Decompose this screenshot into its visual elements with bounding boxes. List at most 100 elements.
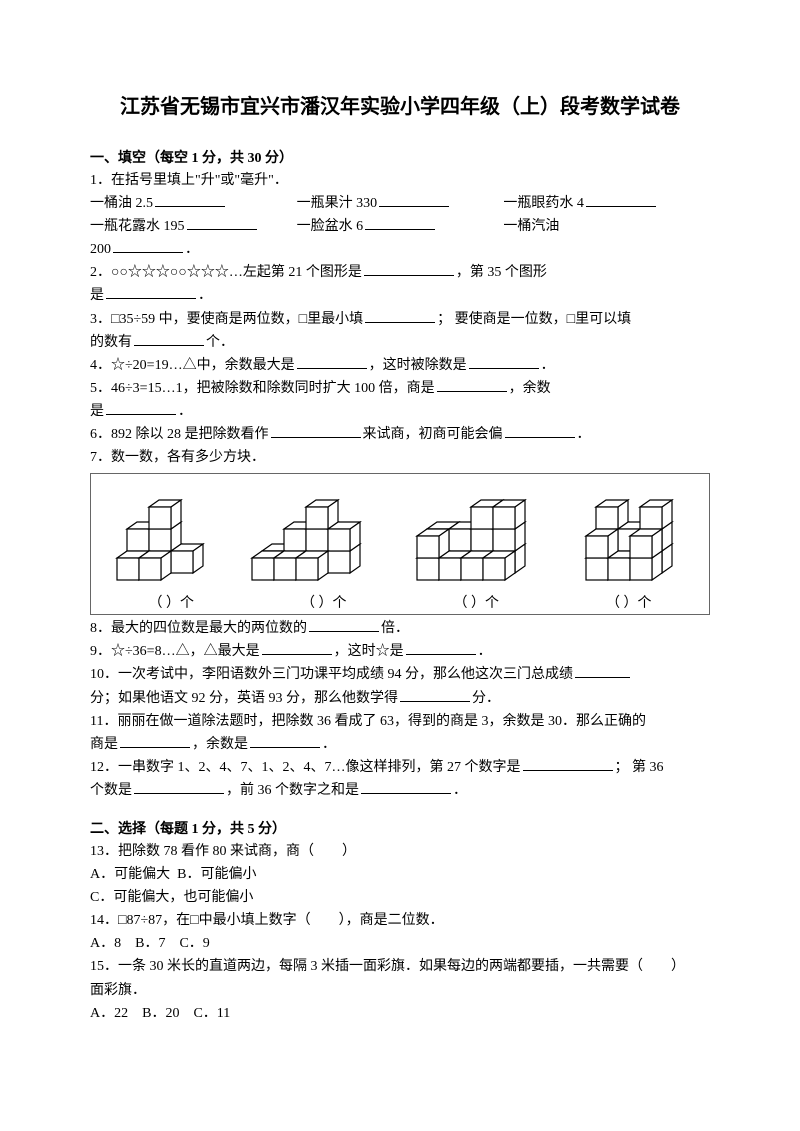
q4c: ． — [541, 358, 555, 373]
cap3: （ ）个 — [606, 592, 652, 612]
q10-line2: 分；如果他语文 92 分，英语 93 分，那么他数学得 分． — [90, 687, 710, 710]
q12a: 12．一串数字 1、2、4、7、1、2、4、7…像这样排列，第 27 个数字是 — [90, 760, 521, 775]
blank — [262, 641, 332, 655]
cube-figure-1 — [103, 480, 223, 590]
blank — [187, 216, 257, 230]
q12d: ，前 36 个数字之和是 — [226, 783, 359, 798]
blank — [134, 780, 224, 794]
q1-i4: 一脸盆水 6 — [297, 219, 364, 234]
q11a: 11．丽丽在做一道除法题时，把除数 36 看成了 63，得到的商是 3，余数是 … — [90, 714, 646, 729]
q4: 4．☆÷20=19…△中，余数最大是，这时被除数是． — [90, 354, 710, 377]
q6: 6．892 除以 28 是把除数看作来试商，初商可能会偏． — [90, 423, 710, 446]
blank — [365, 216, 435, 230]
q12: 12．一串数字 1、2、4、7、1、2、4、7…像这样排列，第 27 个数字是 ；… — [90, 756, 710, 779]
q11: 11．丽丽在做一道除法题时，把除数 36 看成了 63，得到的商是 3，余数是 … — [90, 710, 710, 733]
q12e: ． — [453, 783, 467, 798]
q5b: ，余数 — [509, 381, 551, 396]
q12-line2: 个数是 ，前 36 个数字之和是 ． — [90, 779, 710, 802]
q13B: B．可能偏小 — [177, 867, 256, 882]
blank — [364, 262, 454, 276]
q5a: 5．46÷3=15…1，把被除数和除数同时扩大 100 倍，商是 — [90, 381, 435, 396]
q14-stem: 14．□87÷87，在□中最小填上数字（ ），商是二位数． — [90, 909, 710, 932]
q15C: C．11 — [193, 1006, 230, 1021]
q1-last-num: 200 — [90, 242, 111, 257]
q9b: ，这时☆是 — [334, 644, 404, 659]
cube-caption-row: （ ）个 （ ）个 （ ）个 （ ）个 — [95, 592, 705, 612]
q14A: A．8 — [90, 936, 121, 951]
q5c: 是 — [90, 404, 104, 419]
q12b: ； 第 36 — [615, 760, 664, 775]
blank — [113, 239, 183, 253]
blank — [586, 193, 656, 207]
cap2: （ ）个 — [454, 592, 500, 612]
blank — [250, 734, 320, 748]
exam-page: 江苏省无锡市宜兴市潘汉年实验小学四年级（上）段考数学试卷 一、填空（每空 1 分… — [0, 0, 800, 1085]
q5d: ． — [178, 404, 192, 419]
q2d: ． — [198, 288, 212, 303]
q1-last: 200 ． — [90, 238, 710, 261]
q2-line2: 是． — [90, 284, 710, 307]
q8: 8．最大的四位数是最大的两位数的 倍． — [90, 617, 710, 640]
blank — [437, 378, 507, 392]
q11-line2: 商是 ，余数是 ． — [90, 733, 710, 756]
q1-row1: 一桶油 2.5 一瓶果汁 330 一瓶眼药水 4 — [90, 192, 710, 215]
q3b: ； 要使商是一位数，□里可以填 — [437, 312, 631, 327]
q2c: 是 — [90, 288, 104, 303]
q3c: 的数有 — [90, 335, 132, 350]
blank — [120, 734, 190, 748]
q13-opts1: A．可能偏大 B．可能偏小 — [90, 863, 710, 886]
q1-i2: 一瓶眼药水 4 — [503, 196, 584, 211]
q10b: 分；如果他语文 92 分，英语 93 分，那么他数学得 — [90, 691, 398, 706]
q2a: 2．○○☆☆☆○○☆☆☆…左起第 21 个图形是 — [90, 265, 362, 280]
blank — [155, 193, 225, 207]
blank — [271, 424, 361, 438]
blank — [523, 757, 613, 771]
blank — [361, 780, 451, 794]
q1-i0: 一桶油 2.5 — [90, 196, 153, 211]
q11b: 商是 — [90, 737, 118, 752]
q4b: ，这时被除数是 — [369, 358, 467, 373]
q14B: B．7 — [135, 936, 165, 951]
q13A: A．可能偏大 — [90, 867, 170, 882]
q14-opts: A．8 B．7 C．9 — [90, 932, 710, 955]
q5: 5．46÷3=15…1，把被除数和除数同时扩大 100 倍，商是 ，余数 — [90, 377, 710, 400]
q15-opts: A．22 B．20 C．11 — [90, 1002, 710, 1025]
blank — [379, 193, 449, 207]
q15A: A．22 — [90, 1006, 128, 1021]
period: ． — [185, 242, 199, 257]
cube-figure-2 — [238, 480, 388, 590]
blank — [505, 424, 575, 438]
q10c: 分． — [472, 691, 500, 706]
q6b: 来试商，初商可能会偏 — [363, 427, 503, 442]
q1-i5: 一桶汽油 — [503, 219, 559, 234]
q11d: ． — [322, 737, 336, 752]
cube-figure-3 — [403, 480, 553, 590]
q3a: 3．□35÷59 中，要使商是两位数，□里最小填 — [90, 312, 363, 327]
q15B: B．20 — [142, 1006, 179, 1021]
q6a: 6．892 除以 28 是把除数看作 — [90, 427, 269, 442]
q1-stem: 1．在括号里填上"升"或"毫升"． — [90, 169, 710, 192]
q1-i3: 一瓶花露水 195 — [90, 219, 185, 234]
q11c: ，余数是 — [192, 737, 248, 752]
q13-stem: 13．把除数 78 看作 80 来试商，商（ ） — [90, 840, 710, 863]
blank — [297, 355, 367, 369]
section1-head: 一、填空（每空 1 分，共 30 分） — [90, 147, 710, 167]
blank — [469, 355, 539, 369]
blank — [365, 309, 435, 323]
q14C: C．9 — [179, 936, 209, 951]
q9a: 9．☆÷36=8…△，△最大是 — [90, 644, 260, 659]
q15-tail: 面彩旗． — [90, 979, 710, 1002]
q13C: C．可能偏大，也可能偏小 — [90, 890, 253, 905]
q12c: 个数是 — [90, 783, 132, 798]
blank — [309, 618, 379, 632]
q15-stem: 15．一条 30 米长的直道两边，每隔 3 米插一面彩旗．如果每边的两端都要插，… — [90, 955, 710, 978]
cap0: （ ）个 — [149, 592, 195, 612]
q8a: 8．最大的四位数是最大的两位数的 — [90, 621, 307, 636]
q3d: 个． — [206, 335, 234, 350]
blank — [575, 664, 630, 678]
page-title: 江苏省无锡市宜兴市潘汉年实验小学四年级（上）段考数学试卷 — [90, 90, 710, 119]
blank — [106, 285, 196, 299]
q8b: 倍． — [381, 621, 409, 636]
q10a: 10．一次考试中，李阳语数外三门功课平均成绩 94 分，那么他这次三门总成绩 — [90, 667, 573, 682]
q7: 7．数一数，各有多少方块． — [90, 446, 710, 469]
